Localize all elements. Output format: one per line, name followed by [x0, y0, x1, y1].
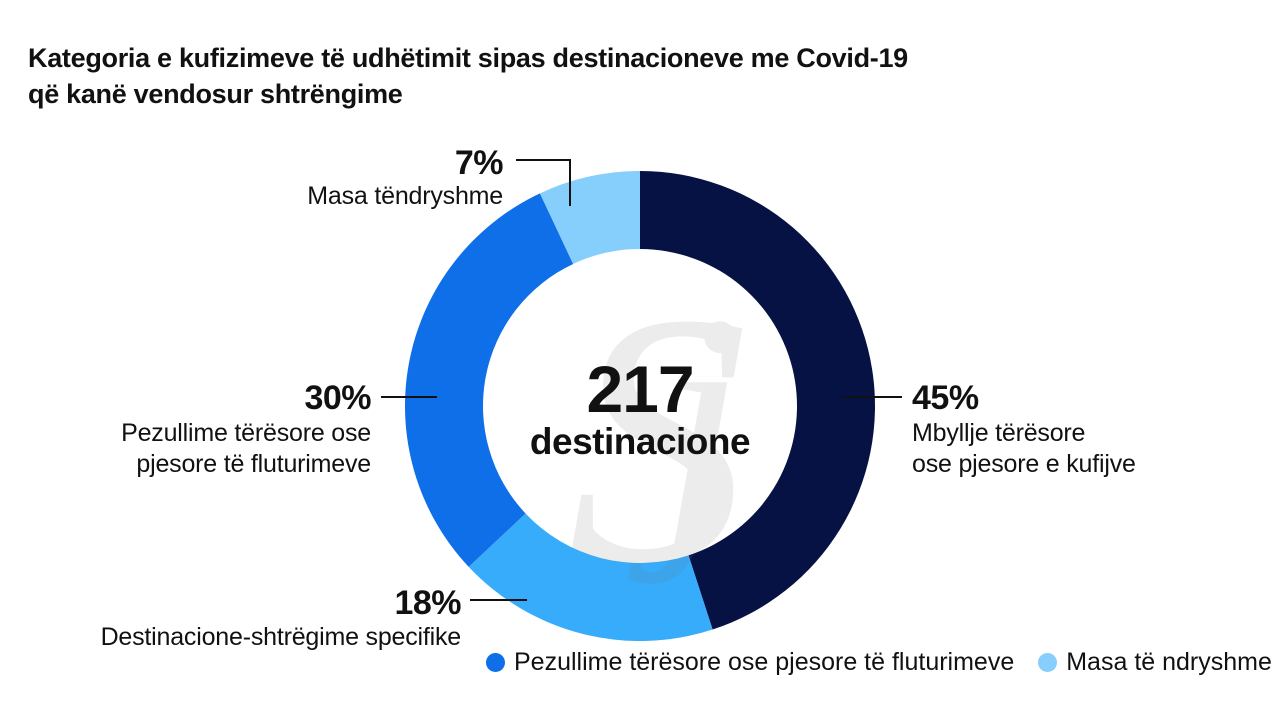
- slice-category-label: Destinacione-shtrëgime specifike: [101, 623, 461, 651]
- slice-percent-label: 45%: [912, 379, 979, 417]
- slice-percent-label: 18%: [394, 584, 461, 622]
- chart-legend: Pezullime tërësore ose pjesore të flutur…: [486, 648, 1272, 677]
- center-total-label: destinacione: [530, 421, 750, 462]
- chart-title-line-2: që kanë vendosur shtrëngime: [28, 79, 403, 109]
- legend-swatch-various-measures: [1038, 653, 1058, 672]
- donut-slice-mbyllje-teresore-ose-pjesore-e-kufijve: [640, 171, 875, 630]
- legend-label-flight-suspensions: Pezullime tërësore ose pjesore të flutur…: [514, 648, 1015, 676]
- legend-item-flight-suspensions: Pezullime tërësore ose pjesore të flutur…: [486, 648, 1014, 677]
- slice-percent-label: 7%: [455, 144, 503, 182]
- slice-category-label: pjesore të fluturimeve: [136, 450, 371, 478]
- legend-label-various-measures: Masa të ndryshme: [1066, 648, 1272, 676]
- chart-title: Kategoria e kufizimeve të udhëtimit sipa…: [28, 40, 1028, 112]
- chart-title-line-1: Kategoria e kufizimeve të udhëtimit sipa…: [28, 43, 908, 73]
- leader-line-masa-tendryshme: [516, 159, 571, 206]
- slice-category-label: Mbyllje tërësore: [912, 419, 1085, 447]
- legend-item-various-measures: Masa të ndryshme: [1038, 648, 1272, 677]
- donut-slice-pezullime-teresore-ose-pjesore-te-fluturimeve: [404, 193, 574, 567]
- donut-slice-masa-tendryshme: [539, 171, 640, 264]
- legend-swatch-flight-suspensions: [486, 653, 505, 672]
- donut-slice-destinacione-shtregime-specifike: [468, 513, 713, 641]
- slice-labels: 45%Mbyllje tërësore ose pjesore e kufijve…: [101, 144, 1136, 651]
- donut-slices: [404, 171, 875, 641]
- center-total-value: 217: [586, 352, 693, 426]
- slice-category-label: Masa tëndryshme: [307, 182, 503, 210]
- slice-percent-label: 30%: [304, 379, 371, 417]
- svg-text:S: S: [568, 239, 748, 638]
- slice-category-label: Pezullime tërësore ose: [121, 419, 371, 447]
- watermark-logo: S j: [568, 239, 748, 638]
- label-leader-lines: [381, 159, 902, 601]
- slice-category-label: ose pjesore e kufijve: [912, 450, 1136, 478]
